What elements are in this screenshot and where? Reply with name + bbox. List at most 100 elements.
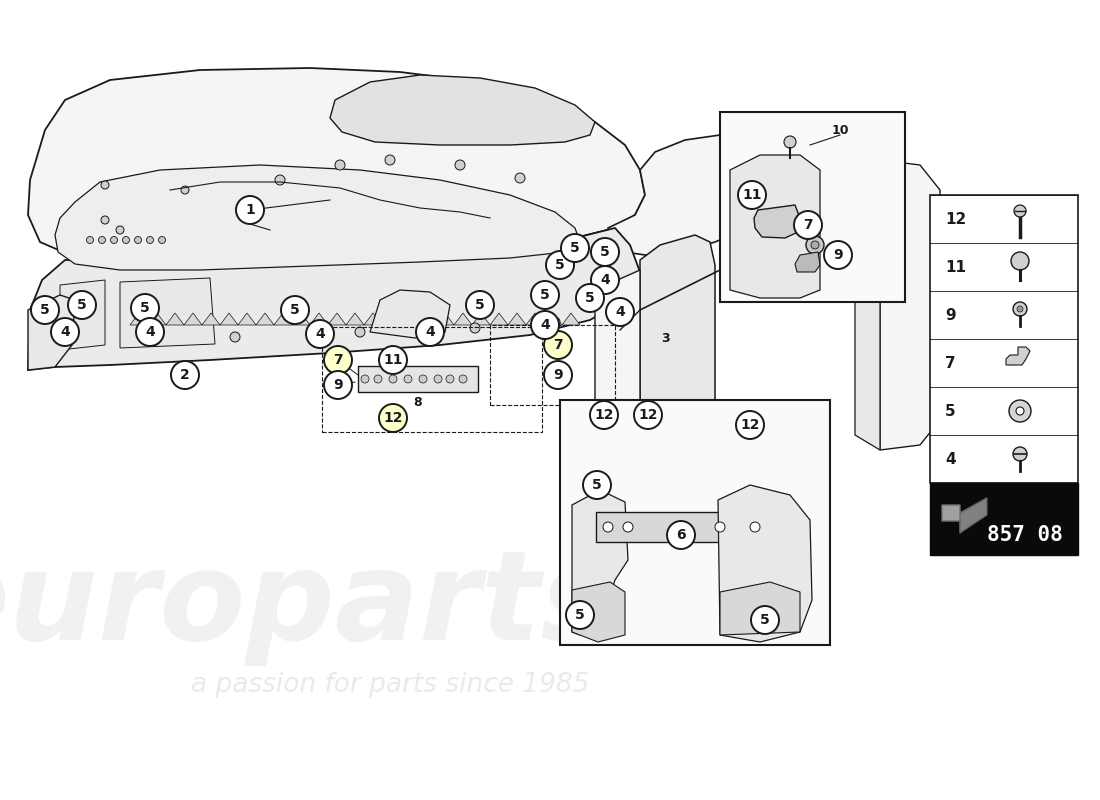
Circle shape	[87, 237, 94, 243]
Polygon shape	[382, 313, 400, 325]
Text: 4: 4	[425, 325, 435, 339]
Circle shape	[355, 327, 365, 337]
FancyBboxPatch shape	[930, 483, 1078, 555]
Circle shape	[1013, 302, 1027, 316]
Text: 4: 4	[540, 318, 550, 332]
Polygon shape	[346, 313, 364, 325]
Text: 5: 5	[540, 288, 550, 302]
Text: 5: 5	[585, 291, 595, 305]
Circle shape	[379, 404, 407, 432]
Text: 5: 5	[592, 478, 602, 492]
Polygon shape	[490, 313, 508, 325]
Text: 4: 4	[315, 327, 324, 341]
Text: 5: 5	[760, 613, 770, 627]
Text: 5: 5	[556, 258, 565, 272]
Polygon shape	[526, 313, 544, 325]
Circle shape	[634, 401, 662, 429]
Circle shape	[1016, 407, 1024, 415]
Text: 7: 7	[333, 353, 343, 367]
Polygon shape	[472, 313, 490, 325]
Circle shape	[434, 375, 442, 383]
Text: 12: 12	[945, 211, 966, 226]
Circle shape	[515, 173, 525, 183]
Text: 12: 12	[383, 411, 403, 425]
Text: 2: 2	[180, 368, 190, 382]
Circle shape	[158, 237, 165, 243]
Circle shape	[546, 251, 574, 279]
Polygon shape	[720, 582, 800, 635]
Text: 11: 11	[742, 188, 761, 202]
Polygon shape	[370, 290, 450, 338]
Circle shape	[583, 471, 610, 499]
Polygon shape	[60, 280, 104, 350]
Circle shape	[236, 196, 264, 224]
Circle shape	[306, 320, 334, 348]
Text: 11: 11	[945, 259, 966, 274]
Circle shape	[824, 241, 852, 269]
Circle shape	[751, 606, 779, 634]
Circle shape	[736, 411, 764, 439]
Circle shape	[576, 284, 604, 312]
Circle shape	[455, 160, 465, 170]
Circle shape	[561, 234, 588, 262]
Polygon shape	[855, 190, 880, 450]
Text: 4: 4	[145, 325, 155, 339]
Circle shape	[336, 160, 345, 170]
Circle shape	[750, 522, 760, 532]
Circle shape	[361, 375, 368, 383]
Circle shape	[1011, 252, 1028, 270]
Circle shape	[385, 155, 395, 165]
Polygon shape	[364, 313, 382, 325]
Circle shape	[566, 601, 594, 629]
Text: 5: 5	[290, 303, 300, 317]
Polygon shape	[942, 498, 987, 533]
Polygon shape	[256, 313, 274, 325]
Text: 5: 5	[475, 298, 485, 312]
Text: 5: 5	[570, 241, 580, 255]
Text: 5: 5	[140, 301, 150, 315]
Polygon shape	[28, 228, 640, 370]
Circle shape	[31, 296, 59, 324]
Polygon shape	[754, 205, 800, 238]
Text: 12: 12	[740, 418, 760, 432]
Polygon shape	[130, 313, 148, 325]
Polygon shape	[330, 75, 595, 145]
Circle shape	[324, 346, 352, 374]
Polygon shape	[730, 155, 820, 298]
Circle shape	[374, 375, 382, 383]
Bar	[490, 325, 615, 405]
Polygon shape	[328, 313, 346, 325]
Circle shape	[150, 335, 160, 345]
Text: 10: 10	[832, 123, 849, 137]
Polygon shape	[718, 485, 812, 642]
Circle shape	[136, 318, 164, 346]
Circle shape	[324, 371, 352, 399]
Polygon shape	[572, 490, 628, 635]
Text: 5: 5	[40, 303, 49, 317]
Circle shape	[623, 522, 632, 532]
Text: 4: 4	[615, 305, 625, 319]
Text: 4: 4	[601, 273, 609, 287]
Circle shape	[806, 236, 824, 254]
Text: 5: 5	[575, 608, 585, 622]
Circle shape	[182, 186, 189, 194]
Circle shape	[531, 281, 559, 309]
Text: 7: 7	[803, 218, 813, 232]
Polygon shape	[55, 165, 580, 270]
Text: 5: 5	[945, 403, 956, 418]
Circle shape	[99, 237, 106, 243]
Polygon shape	[166, 313, 184, 325]
Circle shape	[275, 175, 285, 185]
Polygon shape	[418, 313, 436, 325]
Text: 12: 12	[638, 408, 658, 422]
Polygon shape	[640, 235, 715, 440]
Text: 5: 5	[77, 298, 87, 312]
Circle shape	[550, 317, 560, 327]
Circle shape	[606, 298, 634, 326]
Bar	[560, 400, 830, 645]
Text: 3: 3	[661, 331, 669, 345]
Circle shape	[591, 266, 619, 294]
Text: 4: 4	[60, 325, 70, 339]
Circle shape	[101, 216, 109, 224]
Text: 857 08: 857 08	[987, 525, 1063, 545]
